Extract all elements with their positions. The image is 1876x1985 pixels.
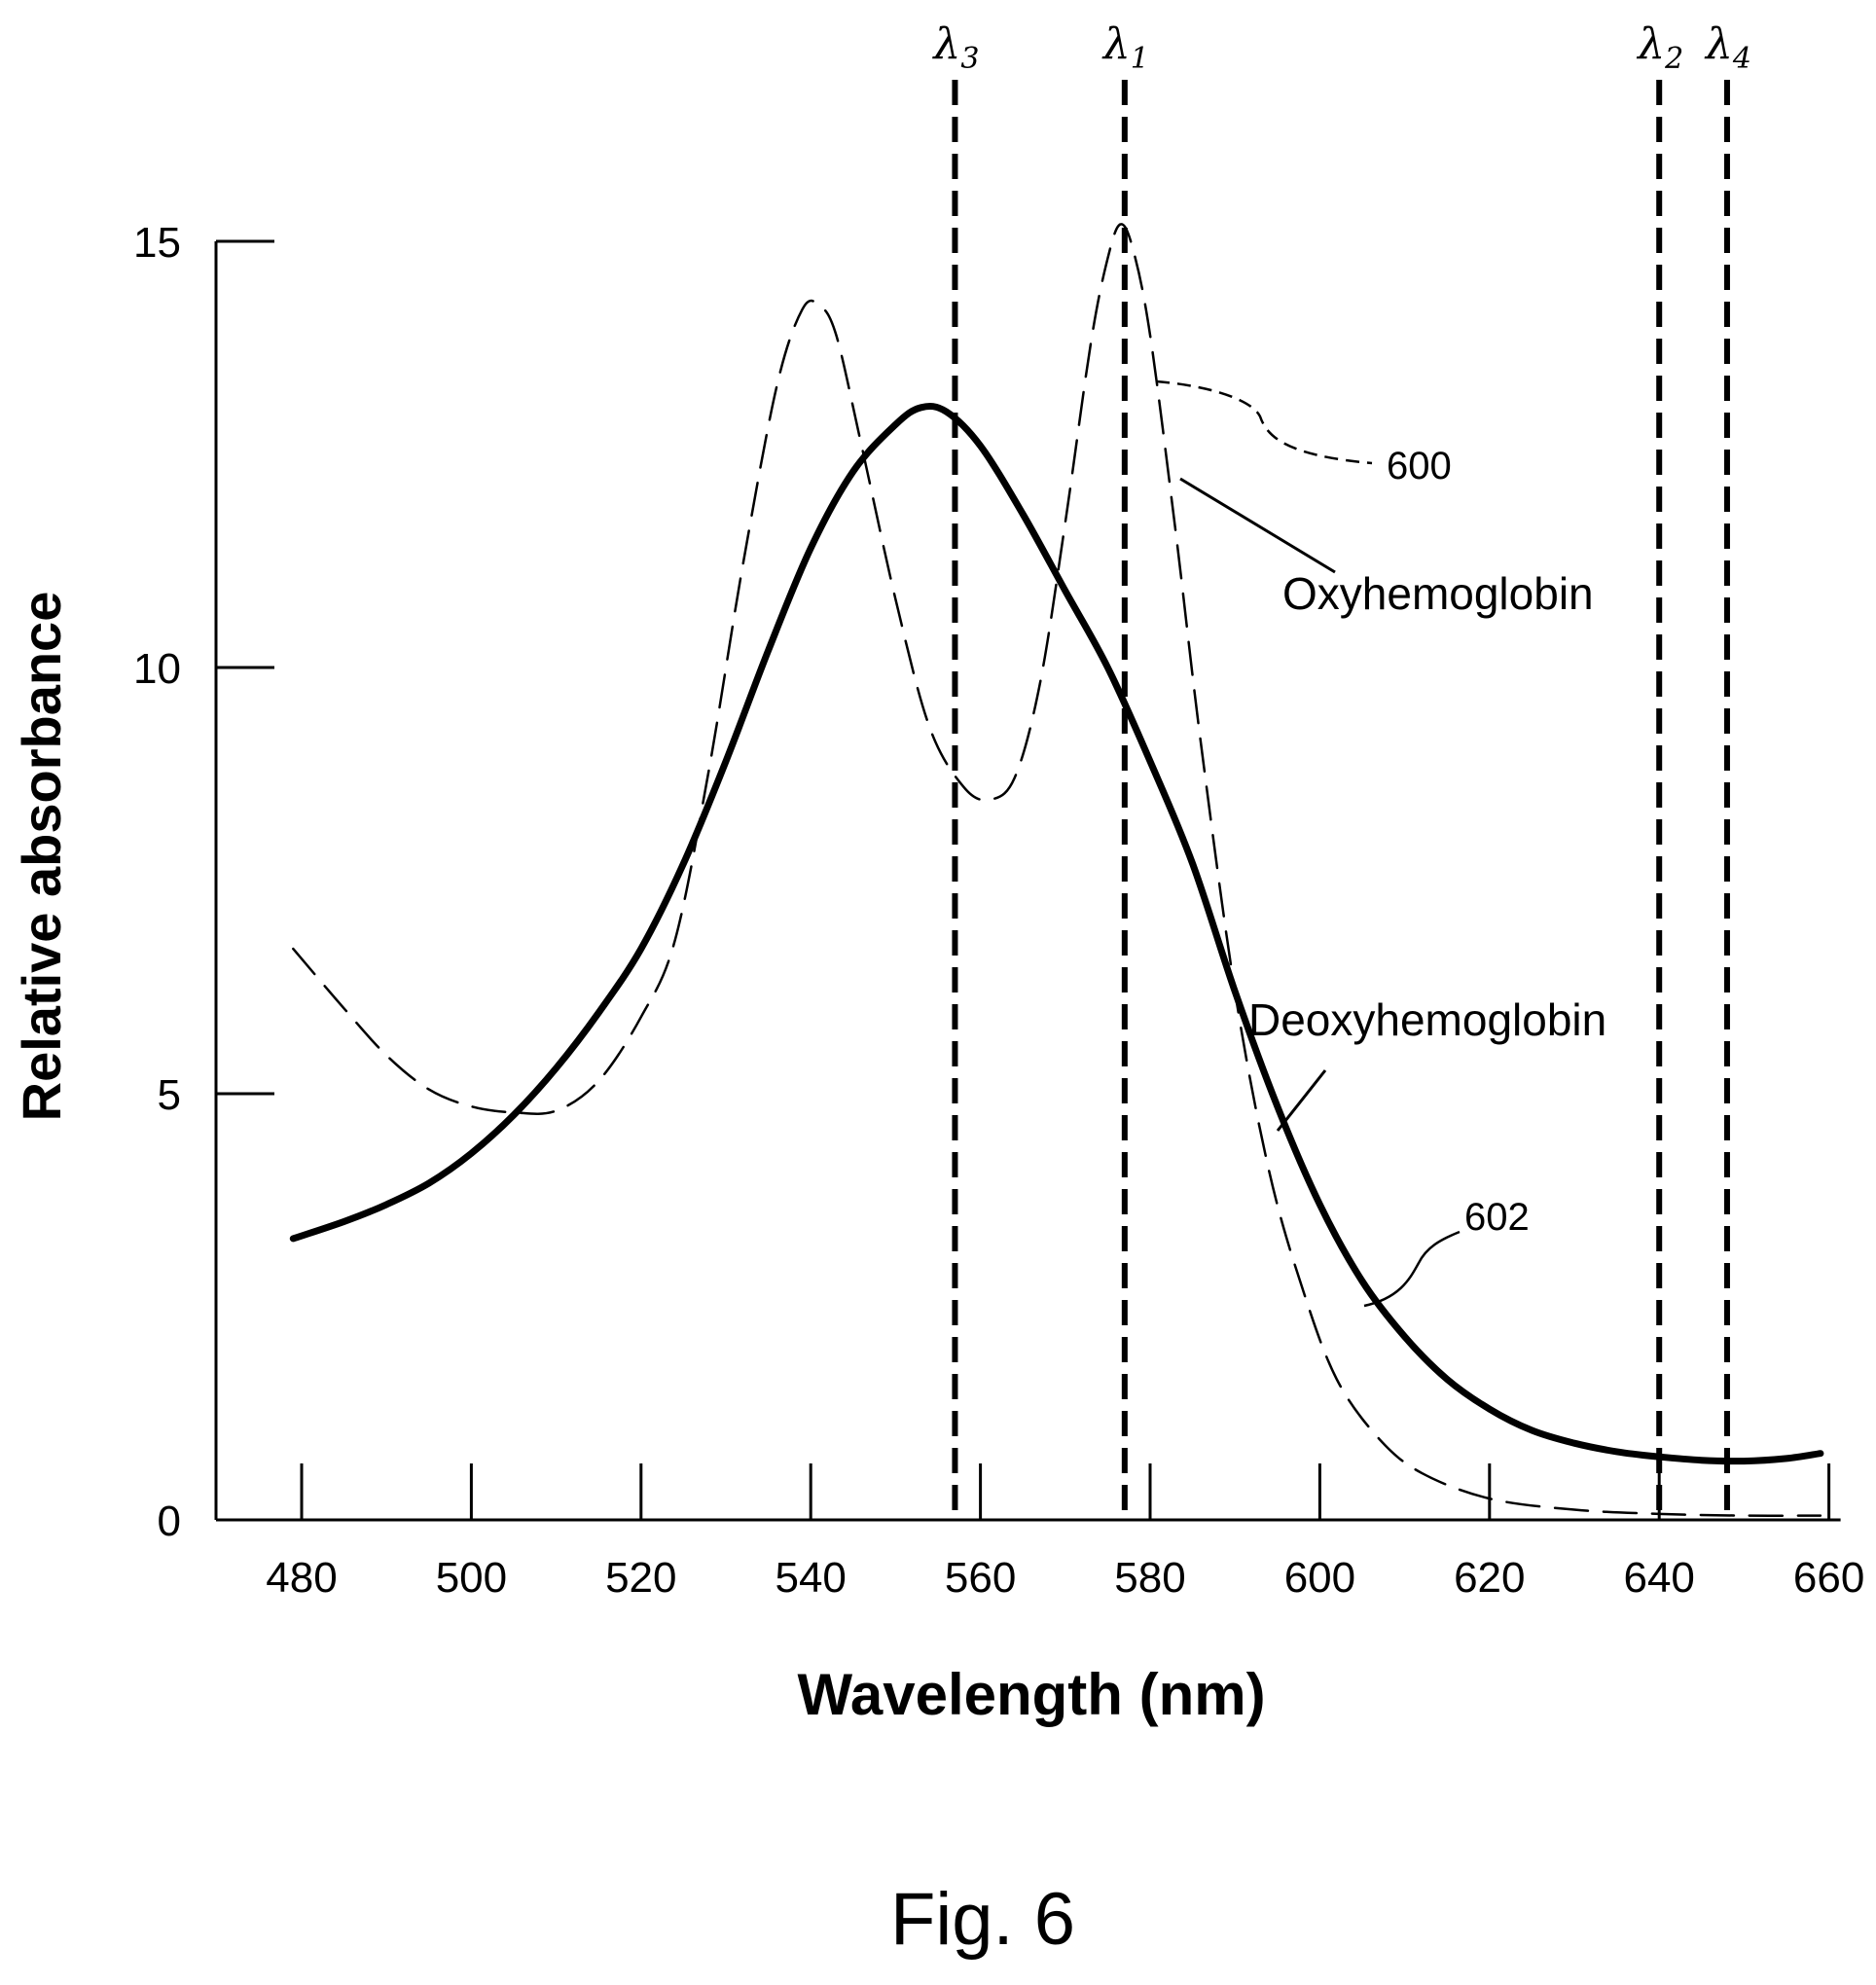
x-tick-label-540: 540	[775, 1554, 846, 1602]
y-tick-label-10: 10	[133, 645, 181, 693]
reference-label-lambda-1: λ1	[1101, 19, 1149, 76]
y-tick-label-0: 0	[158, 1498, 181, 1545]
deoxyhemoglobin-leader	[1276, 1069, 1327, 1132]
leader-600	[1155, 379, 1373, 465]
deoxy-leader-pad	[1277, 1072, 1282, 1080]
x-tick-label-500: 500	[436, 1554, 507, 1602]
x-tick-label-520: 520	[605, 1554, 676, 1602]
x-tick-label-580: 580	[1114, 1554, 1185, 1602]
reference-label-lambda-2: λ2	[1636, 19, 1683, 76]
oxyhemoglobin-leader	[1179, 477, 1336, 574]
axes	[214, 241, 1841, 1522]
reference-lines: λ3 λ1 λ2 λ4	[931, 19, 1751, 1520]
reference-numeral-600: 600	[1387, 445, 1452, 487]
y-tick-label-5: 5	[158, 1071, 181, 1119]
x-tick-label-600: 600	[1284, 1554, 1355, 1602]
deoxy-leader-pad6	[1277, 1068, 1308, 1070]
y-tick-label-15: 15	[133, 219, 181, 267]
x-tick-label-660: 660	[1793, 1554, 1864, 1602]
reference-label-lambda-3: λ3	[931, 19, 979, 76]
y-axis-label: Relative absorbance	[11, 592, 72, 1122]
y-axis-ticks: 0 5 10 15	[133, 219, 274, 1545]
x-tick-label-480: 480	[266, 1554, 337, 1602]
leader-602	[1363, 1230, 1461, 1308]
series-lines	[289, 223, 1824, 1517]
x-tick-label-560: 560	[945, 1554, 1016, 1602]
deoxyhemoglobin-label: Deoxyhemoglobin	[1248, 994, 1606, 1045]
reference-label-lambda-4: λ4	[1704, 19, 1751, 76]
x-axis-label: Wavelength (nm)	[797, 1662, 1265, 1727]
series-line-oxyhemoglobin	[292, 223, 1822, 1517]
x-tick-label-640: 640	[1623, 1554, 1694, 1602]
figure-caption: Fig. 6	[890, 1878, 1075, 1961]
series-line-deoxyhemoglobin	[289, 402, 1824, 1465]
x-tick-label-620: 620	[1454, 1554, 1525, 1602]
oxyhemoglobin-label: Oxyhemoglobin	[1282, 568, 1594, 619]
annotation-leaders	[1155, 379, 1461, 1308]
reference-numeral-602: 602	[1464, 1196, 1530, 1239]
x-axis-ticks: 480 500 520 540 560 580 600 620 640 660	[266, 1463, 1864, 1602]
